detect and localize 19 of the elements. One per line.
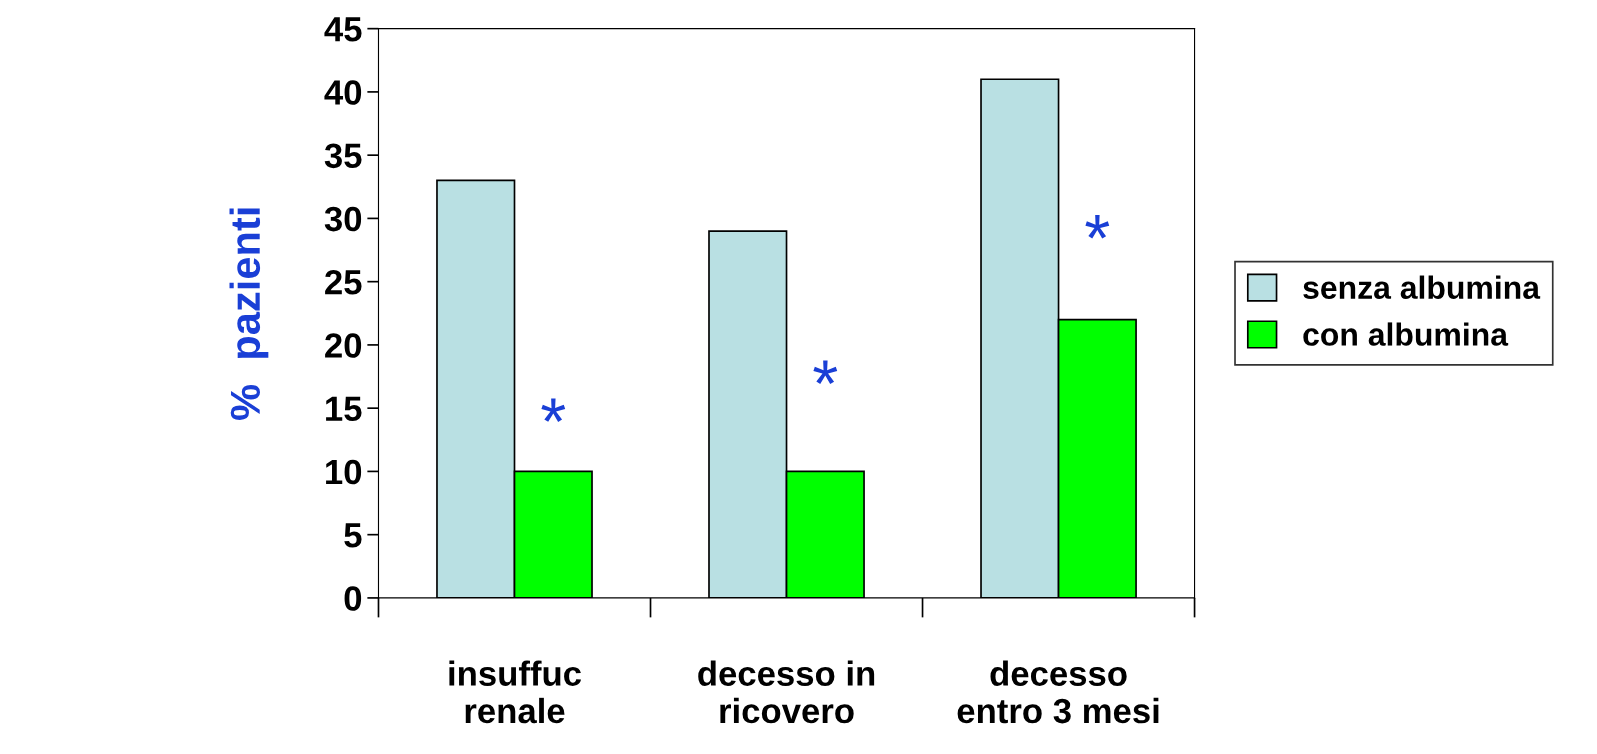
y-tick-label: 40 xyxy=(324,80,362,105)
y-axis-title: % pazienti xyxy=(229,208,269,420)
y-tick-label: 20 xyxy=(325,333,362,358)
legend-label: senza albumina xyxy=(1303,275,1541,299)
y-tick-label: 10 xyxy=(326,459,362,485)
annotation: * xyxy=(813,360,838,384)
x-tick-label: decesso entro 3 mesi xyxy=(957,660,1159,724)
y-tick-label: 35 xyxy=(324,143,362,169)
y-tick-label: 15 xyxy=(326,396,362,422)
annotation: * xyxy=(1085,215,1110,239)
y-tick-label: 45 xyxy=(324,17,362,42)
y-tick-label: 5 xyxy=(344,523,362,548)
y-tick-label: 30 xyxy=(324,206,362,232)
x-tick-label: insuffuc renale xyxy=(449,660,581,724)
x-tick-label: decesso in ricovero xyxy=(698,660,875,724)
y-tick-label: 25 xyxy=(325,270,362,295)
y-tick-label: 0 xyxy=(344,586,362,611)
legend-label: con albumina xyxy=(1303,322,1509,346)
annotation: * xyxy=(541,398,566,422)
